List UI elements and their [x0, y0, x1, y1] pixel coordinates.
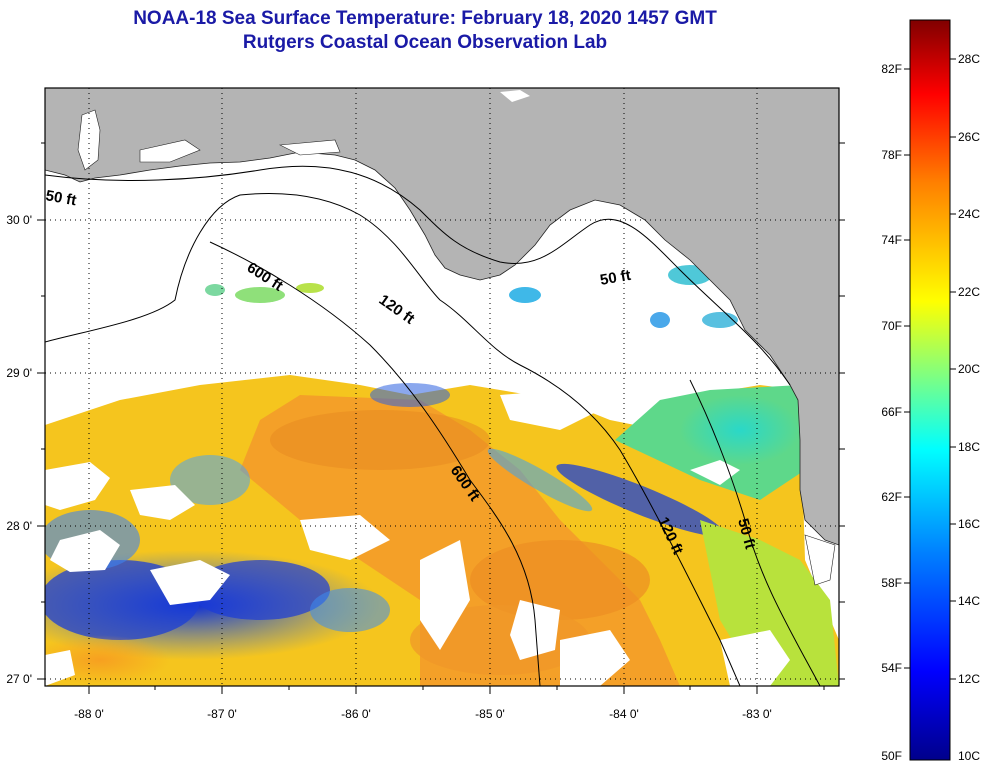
lat-label: 29 0': [6, 366, 32, 380]
colorbar-f-label: 70F: [881, 319, 902, 333]
colorbar-c-label: 10C: [958, 749, 980, 763]
land-mass: [45, 88, 839, 546]
lon-label: -85 0': [475, 707, 505, 721]
colorbar-f-label: 74F: [881, 233, 902, 247]
lon-label: -83 0': [742, 707, 772, 721]
sst-data-layer: [45, 375, 839, 686]
colorbar-f-label: 66F: [881, 405, 902, 419]
bay: [804, 534, 836, 586]
contour-label: 50 ft: [44, 187, 77, 209]
colorbar-c-label: 24C: [958, 207, 980, 221]
colorbar-c-label: 28C: [958, 52, 980, 66]
sst-patch: [296, 283, 324, 293]
colorbar-c-label: 20C: [958, 362, 980, 376]
axis-ticks: [37, 142, 845, 694]
colorbar-f-label: 58F: [881, 576, 902, 590]
colorbar-ticks: [904, 58, 956, 680]
colorbar-f-label: 62F: [881, 490, 902, 504]
map-subtitle: Rutgers Coastal Ocean Observation Lab: [242, 32, 608, 53]
colorbar-c-label: 22C: [958, 285, 980, 299]
sst-patch: [509, 287, 541, 303]
sst-patch: [650, 312, 670, 328]
lat-label: 27 0': [6, 672, 32, 686]
colorbar-f-label: 82F: [881, 62, 902, 76]
colorbar-f-label: 78F: [881, 148, 902, 162]
bay: [278, 139, 341, 156]
sst-patch: [205, 284, 225, 296]
colorbar-c-label: 16C: [958, 517, 980, 531]
map-title: NOAA-18 Sea Surface Temperature: Februar…: [133, 8, 717, 29]
colorbar-f-label: 54F: [881, 661, 902, 675]
lat-label: 28 0': [6, 519, 32, 533]
colorbar-c-label: 18C: [958, 440, 980, 454]
lake: [500, 90, 530, 102]
colorbar-c-label: 12C: [958, 672, 980, 686]
colorbar-f-label: 50F: [881, 749, 902, 763]
temperature-colorbar: [909, 19, 951, 761]
lon-label: -84 0': [609, 707, 639, 721]
map-body: 50 ft 600 ft 120 ft 50 ft 600 ft 120 ft …: [44, 88, 839, 686]
map-frame: [44, 87, 840, 687]
colorbar-c-label: 14C: [958, 594, 980, 608]
bay: [77, 109, 101, 171]
colorbar-c-label: 26C: [958, 130, 980, 144]
depth-contours: [45, 165, 821, 686]
lon-label: -86 0': [341, 707, 371, 721]
lon-label: -88 0': [74, 707, 104, 721]
sst-patch: [235, 287, 285, 303]
lat-label: 30 0': [6, 213, 32, 227]
bay: [139, 139, 201, 163]
lon-label: -87 0': [207, 707, 237, 721]
